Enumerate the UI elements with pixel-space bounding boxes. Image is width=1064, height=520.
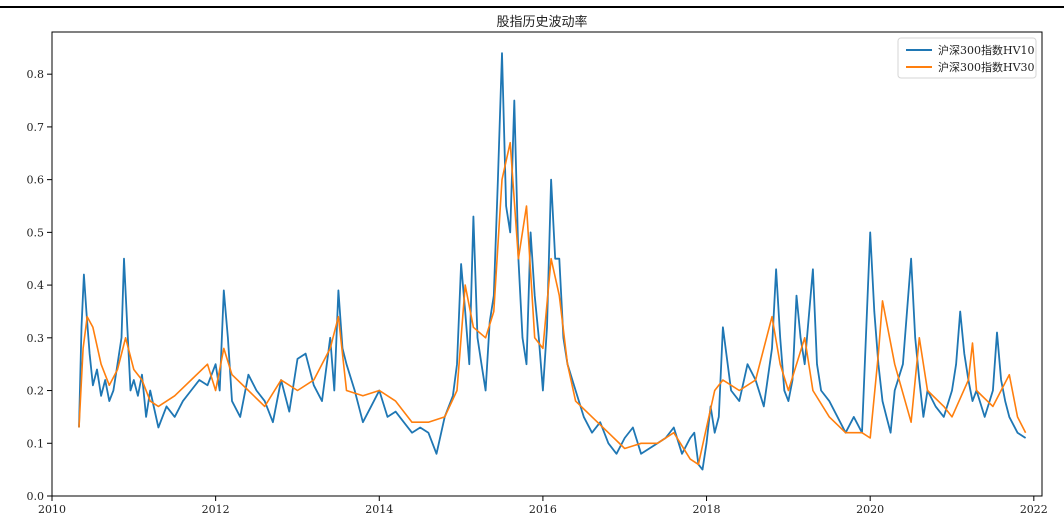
plot-area-frame [51, 31, 1043, 497]
legend-label-hv10: 沪深300指数HV10 [938, 43, 1035, 57]
legend: 沪深300指数HV10 沪深300指数HV30 [897, 37, 1037, 79]
series-layer [78, 52, 1027, 471]
top-border-line [0, 6, 1064, 8]
chart-title: 股指历史波动率 [496, 14, 587, 30]
x-tick-label: 2020 [856, 503, 884, 516]
y-tick-label: 0.6 [27, 174, 45, 187]
x-tick-label: 2010 [38, 503, 66, 516]
x-tick-label: 2016 [529, 503, 557, 516]
legend-box [897, 37, 1037, 79]
series-line-hv10 [78, 52, 1027, 471]
y-tick-label: 0.0 [27, 490, 45, 503]
legend-label-hv30: 沪深300指数HV30 [938, 60, 1035, 74]
y-tick-label: 0.5 [27, 226, 45, 239]
x-axis: 2010 2012 2014 2016 2018 2020 2022 [38, 496, 1048, 516]
y-tick-label: 0.3 [27, 332, 45, 345]
x-tick-label: 2014 [365, 503, 393, 516]
y-axis: 0.0 0.1 0.2 0.3 0.4 0.5 0.6 0.7 0.8 [27, 68, 52, 503]
series-line-hv30 [78, 141, 1027, 466]
y-tick-label: 0.4 [27, 279, 45, 292]
x-tick-label: 2022 [1020, 503, 1048, 516]
y-tick-label: 0.2 [27, 385, 45, 398]
y-tick-label: 0.7 [27, 121, 45, 134]
x-tick-label: 2012 [202, 503, 230, 516]
y-tick-label: 0.1 [27, 437, 45, 450]
x-tick-label: 2018 [693, 503, 721, 516]
y-tick-label: 0.8 [27, 68, 45, 81]
